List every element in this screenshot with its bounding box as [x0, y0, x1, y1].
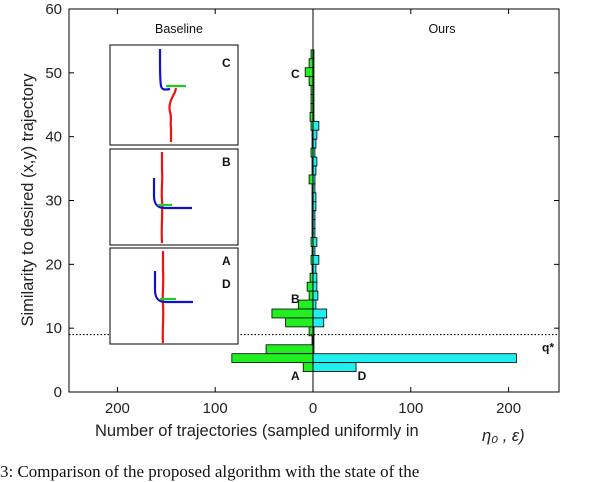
ours-bar	[312, 272, 318, 283]
x-tick-label: 200	[105, 400, 130, 417]
inset-ad-frame	[109, 247, 239, 345]
right-panel-title: Ours	[428, 22, 455, 36]
baseline-bar	[304, 67, 314, 78]
baseline-bar	[265, 344, 314, 355]
bar-annotation-c: C	[291, 67, 300, 81]
inset-b	[109, 148, 239, 246]
baseline-bar	[302, 362, 314, 372]
y-tick-label: 30	[45, 193, 62, 210]
inset-b-frame	[109, 148, 239, 246]
inset-ad	[109, 247, 239, 345]
x-tick-label: 100	[203, 400, 228, 417]
histogram-bars	[231, 49, 517, 372]
ours-bar	[312, 353, 517, 364]
threshold-label: q*	[542, 341, 554, 355]
inset-c-blue-path	[158, 49, 171, 91]
axis-ticks: 0 10 20 30 40 50 60 200 100 0 100 200	[45, 1, 559, 417]
bar-annotation-a: A	[291, 369, 300, 383]
baseline-bar	[271, 308, 314, 319]
inset-ad-red-path	[161, 251, 165, 344]
baseline-bar	[231, 353, 314, 364]
y-tick-label: 10	[45, 320, 62, 337]
inset-a-label: A	[222, 254, 231, 268]
baseline-bar	[297, 299, 314, 310]
baseline-bar	[285, 317, 314, 328]
bar-annotation-b: B	[291, 292, 300, 306]
bar-annotations: C B A D	[291, 67, 367, 383]
ours-bar	[312, 129, 318, 140]
inset-b-blue-path	[152, 178, 192, 210]
left-panel-title: Baseline	[155, 22, 203, 36]
inset-b-label: B	[222, 155, 231, 169]
ours-bar	[312, 156, 318, 167]
inset-c-label: C	[222, 56, 231, 70]
baseline-bar	[308, 174, 314, 185]
y-axis-label: Similarity to desired (x,y) trajectory	[19, 73, 37, 327]
inset-c	[109, 44, 239, 146]
ours-bar	[312, 237, 318, 247]
ours-bar	[312, 317, 325, 328]
ours-bar	[312, 362, 357, 372]
bar-annotation-d: D	[358, 369, 367, 383]
x-axis-label: Number of trajectories (sampled uniforml…	[95, 422, 419, 440]
y-tick-label: 60	[45, 1, 62, 18]
inset-ad-blue-path	[153, 271, 193, 304]
ours-bar	[312, 290, 319, 301]
ours-bar	[312, 254, 320, 265]
baseline-bar	[306, 281, 314, 292]
inset-d-label: D	[222, 277, 231, 291]
x-axis-math: η₀ , ε)	[482, 427, 525, 445]
baseline-bar	[308, 58, 314, 69]
x-tick-label: 0	[309, 400, 317, 417]
figure-caption: 3: Comparison of the proposed algorithm …	[0, 462, 420, 481]
histogram-chart: 0 10 20 30 40 50 60 200 100 0 100 200 q* Baseline O…	[19, 1, 560, 445]
y-tick-label: 50	[45, 65, 62, 82]
baseline-bar	[308, 290, 314, 301]
y-tick-label: 0	[54, 384, 62, 401]
ours-bar	[312, 281, 318, 292]
baseline-bar	[308, 76, 314, 86]
inset-b-red-path	[160, 152, 164, 244]
y-tick-label: 20	[45, 256, 62, 273]
ours-bar	[312, 308, 328, 319]
x-tick-label: 200	[496, 400, 521, 417]
ours-bar	[312, 120, 320, 131]
inset-c-red-path	[168, 87, 178, 142]
x-tick-label: 100	[398, 400, 423, 417]
y-tick-label: 40	[45, 129, 62, 146]
